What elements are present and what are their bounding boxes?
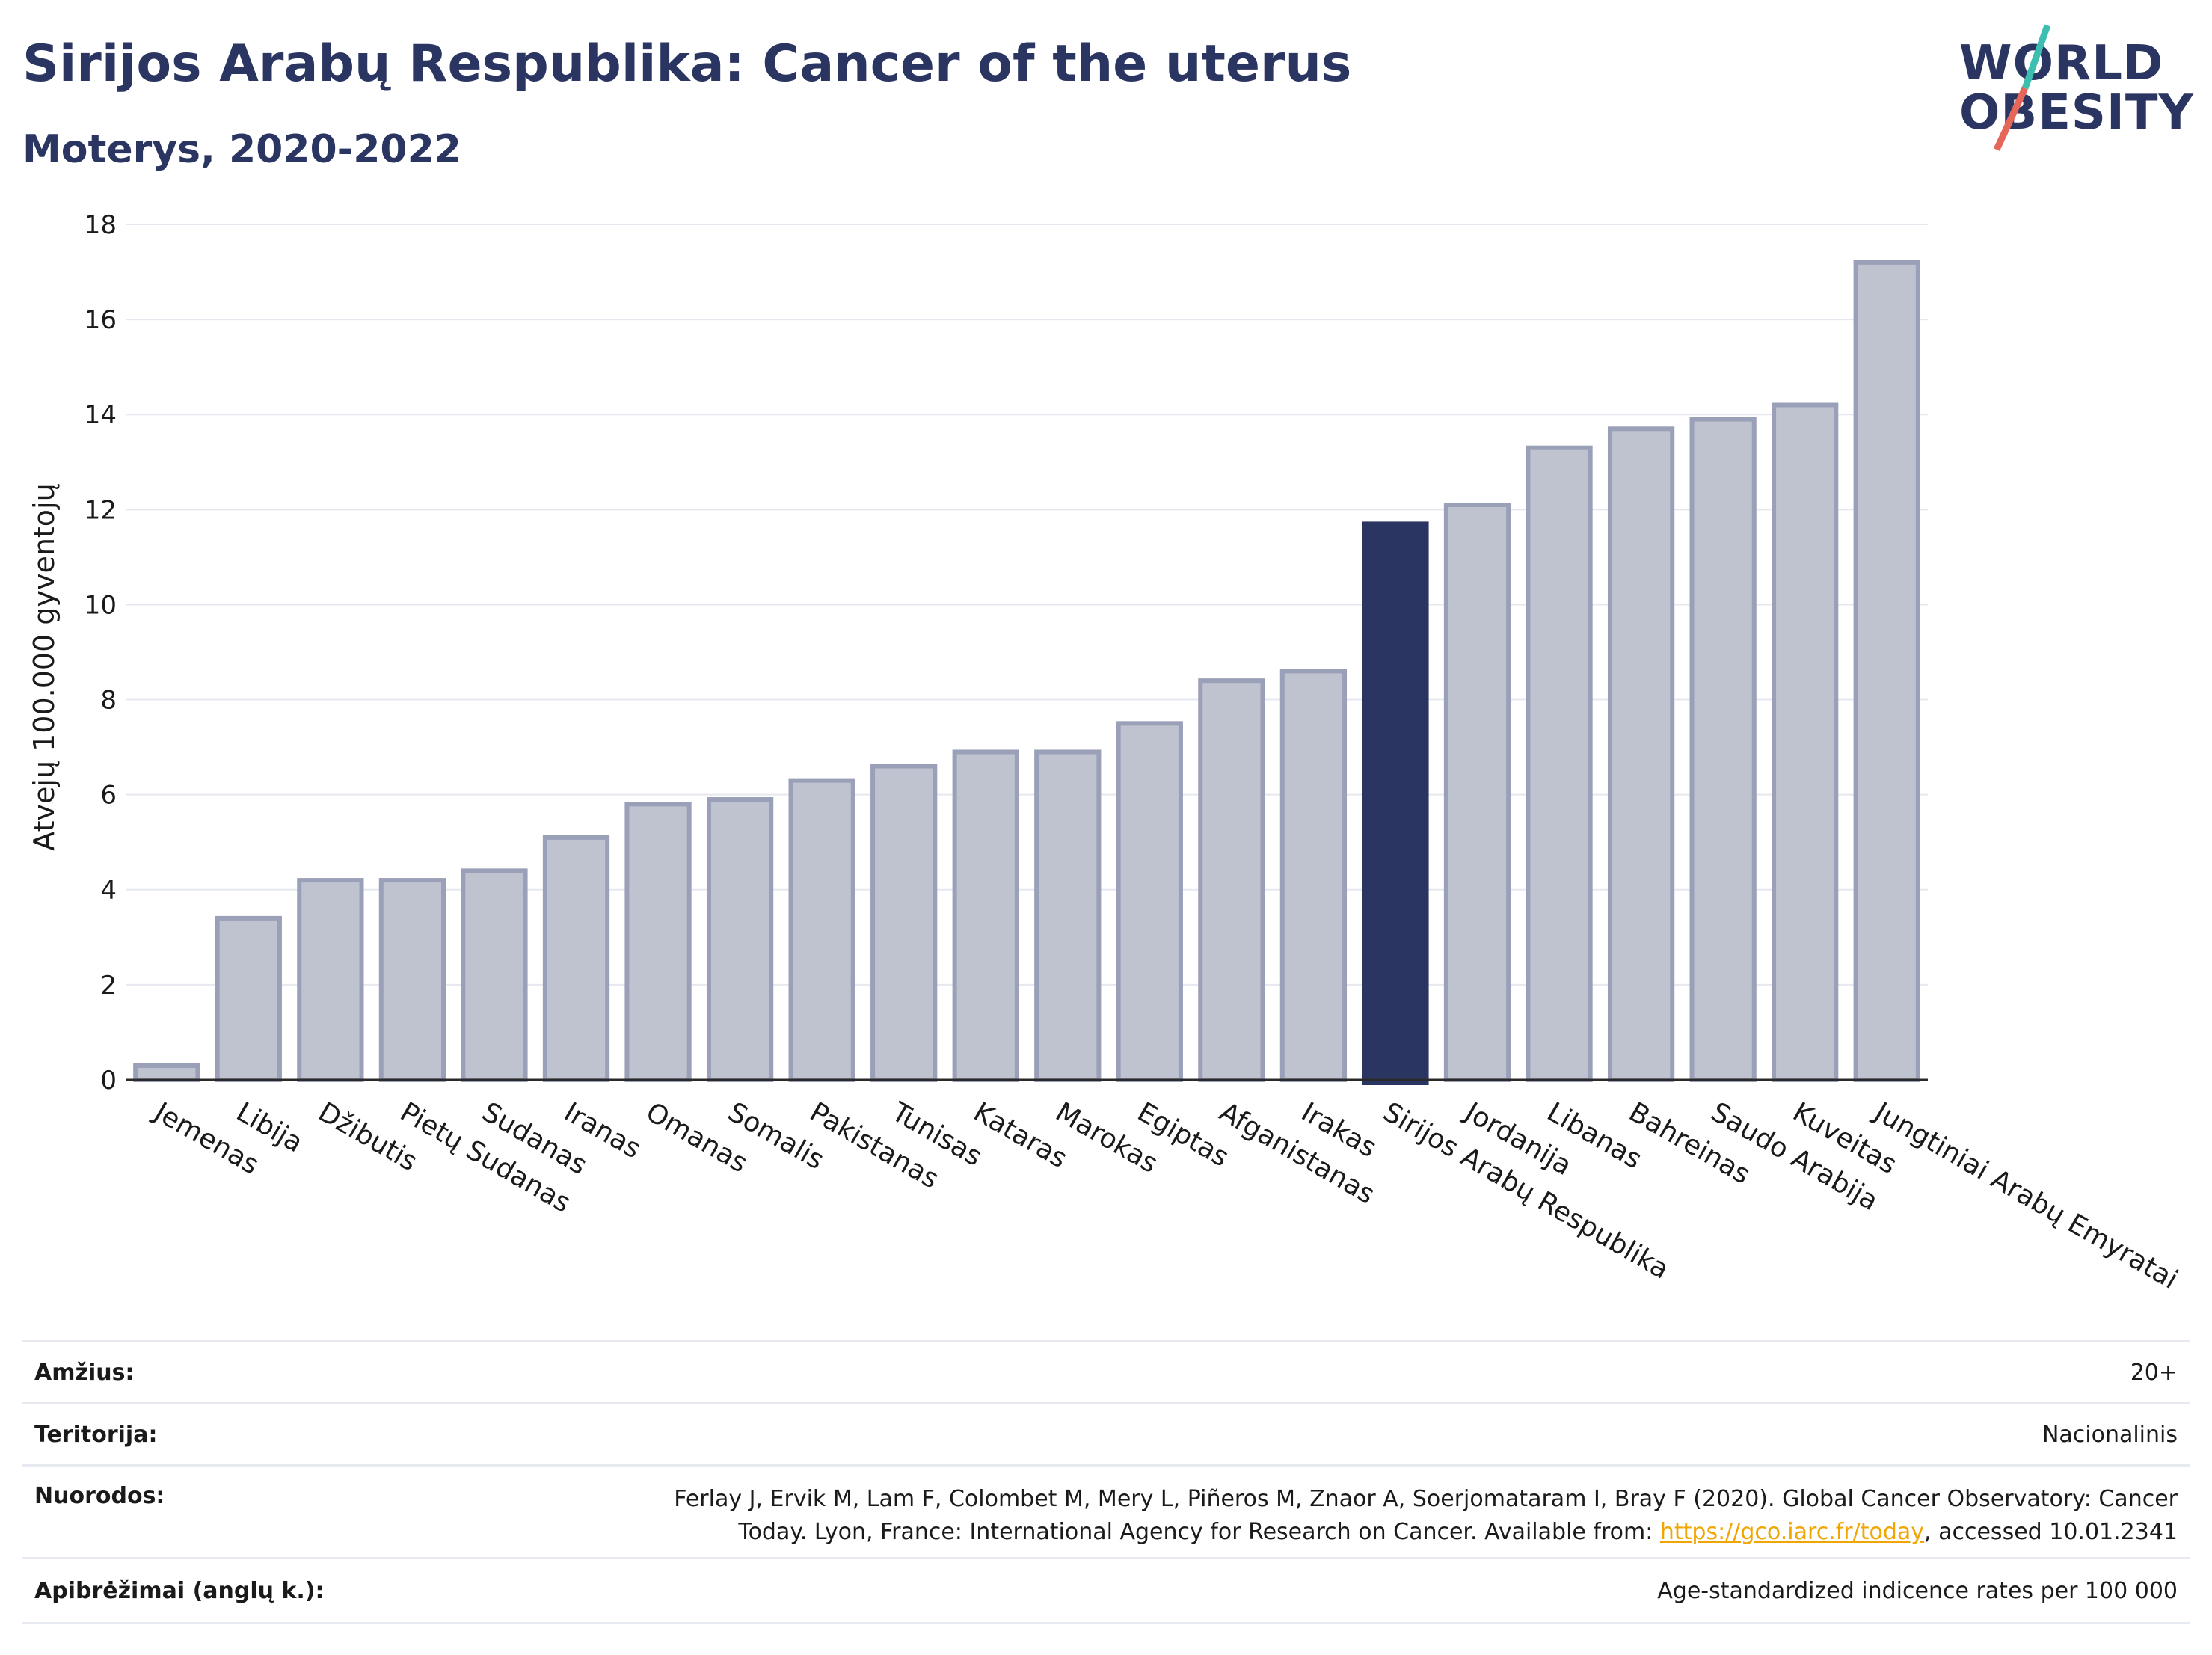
y-tick-label: 12 [85, 495, 117, 525]
footer-label-definitions: Apibrėžimai (anglų k.): [34, 1577, 325, 1604]
x-tick-label: Kataras [968, 1096, 1072, 1174]
bar [133, 1063, 200, 1083]
bar [1443, 502, 1511, 1082]
bar [542, 835, 610, 1083]
y-axis-ticks: 0 2 4 6 8 10 12 14 16 18 [85, 210, 117, 1096]
footer-label-territory: Teritorija: [34, 1421, 158, 1448]
y-tick-label: 8 [100, 686, 117, 716]
y-tick-label: 6 [100, 781, 117, 811]
bar [624, 802, 692, 1083]
footer-row-age: Amžius: 20+ [22, 1340, 2190, 1402]
reference-link[interactable]: https://gco.iarc.fr/today [1659, 1519, 1925, 1545]
y-tick-label: 18 [85, 210, 117, 240]
bar [461, 868, 528, 1083]
footer-label-references: Nuorodos: [34, 1483, 165, 1509]
logo-text-world: WORLD [1959, 36, 2164, 91]
bar [297, 878, 364, 1082]
footer-value-definitions: Age-standardized indicence rates per 100… [1657, 1577, 2178, 1604]
footer-value-territory: Nacionalinis [2042, 1421, 2178, 1448]
footer-row-references: Nuorodos: Ferlay J, Ervik M, Lam F, Colo… [22, 1464, 2190, 1557]
bar-highlighted [1362, 521, 1429, 1085]
bar [215, 915, 282, 1083]
bar [1772, 402, 1839, 1082]
bar [952, 749, 1019, 1082]
bar [1526, 445, 1593, 1082]
bar [1034, 749, 1102, 1082]
reference-line-2-accessed: , accessed 10.01.2341 [1924, 1519, 2178, 1545]
bar [1198, 678, 1265, 1082]
footer-value-references: Ferlay J, Ervik M, Lam F, Colombet M, Me… [674, 1483, 2178, 1549]
y-tick-label: 0 [100, 1066, 117, 1096]
y-tick-label: 2 [100, 971, 117, 1001]
footer-value-age: 20+ [2130, 1359, 2178, 1386]
y-tick-label: 10 [85, 590, 117, 620]
reference-line-2-text: Today. Lyon, France: International Agenc… [738, 1519, 1660, 1545]
bar [378, 878, 446, 1082]
reference-line-1: Ferlay J, Ervik M, Lam F, Colombet M, Me… [674, 1486, 2178, 1512]
logo-slash-icon [1993, 24, 2051, 151]
metadata-table: Amžius: 20+ Teritorija: Nacionalinis Nuo… [22, 1340, 2190, 1624]
chart-title: Sirijos Arabų Respublika: Cancer of the … [22, 34, 1352, 93]
bar [1116, 721, 1183, 1082]
logo-slash-teal [2021, 24, 2051, 90]
y-tick-label: 4 [100, 876, 117, 906]
logo-text-obesity: OBESITY [1959, 85, 2194, 141]
bar [1853, 260, 1920, 1082]
footer-row-territory: Teritorija: Nacionalinis [22, 1402, 2190, 1464]
footer-label-age: Amžius: [34, 1359, 135, 1386]
bar [706, 797, 774, 1082]
bar [1607, 426, 1675, 1082]
y-tick-label: 14 [85, 400, 117, 430]
y-tick-label: 16 [85, 305, 117, 335]
bar [1279, 669, 1348, 1082]
y-axis-title: Atvejų 100.000 gyventojų [28, 483, 61, 850]
world-obesity-logo: WORLD OBESITY [1959, 22, 2199, 157]
reference-line-2: Today. Lyon, France: International Agenc… [674, 1516, 2178, 1549]
footer-row-definitions: Apibrėžimai (anglų k.): Age-standardized… [22, 1557, 2190, 1624]
bars [133, 260, 1920, 1085]
x-tick-label: Jungtiniai Arabų Emyratai [1868, 1096, 2183, 1295]
bar [870, 764, 938, 1082]
bar [1689, 417, 1757, 1082]
bar [788, 778, 855, 1082]
chart-subtitle: Moterys, 2020-2022 [22, 127, 461, 172]
logo-slash-red [1993, 87, 2029, 151]
